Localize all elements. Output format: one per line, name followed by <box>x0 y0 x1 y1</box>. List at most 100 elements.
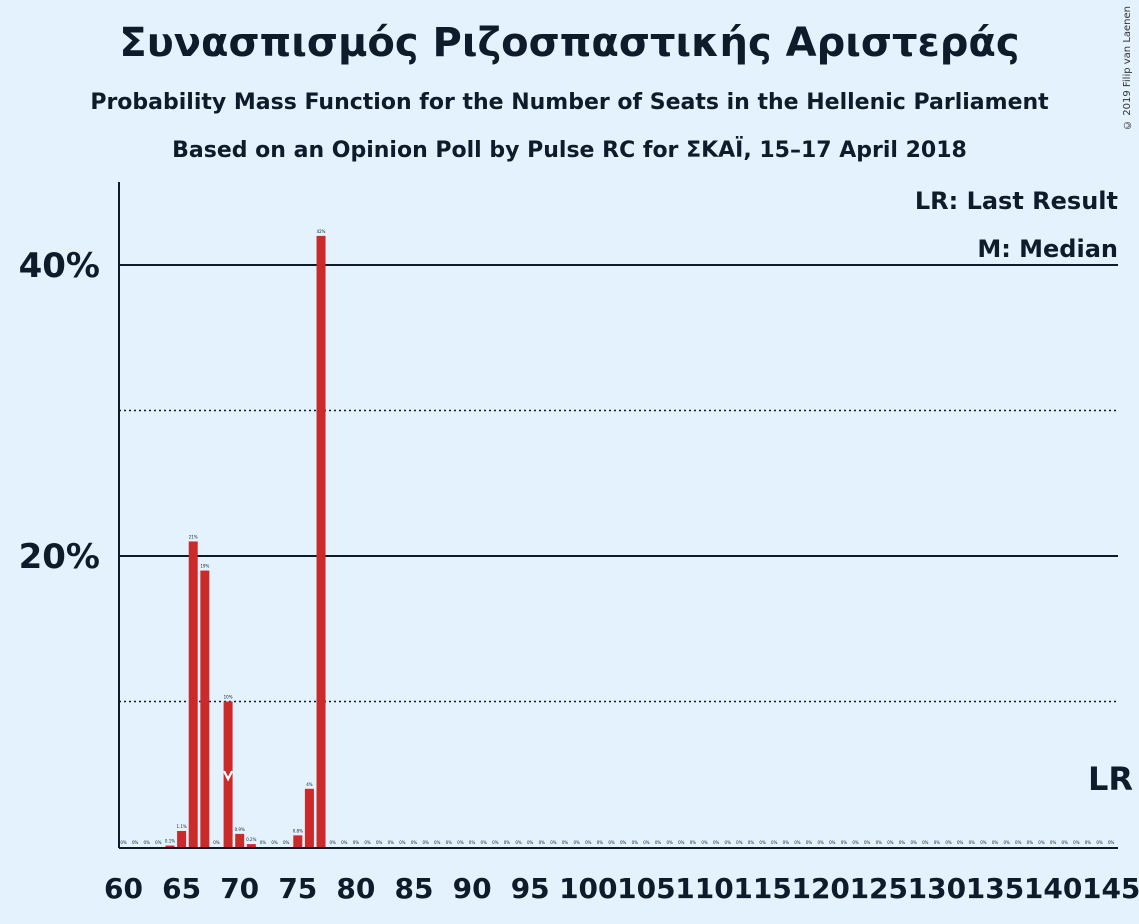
data-label-seat-98: 0% <box>562 840 569 845</box>
data-label-seat-110: 0% <box>701 840 708 845</box>
median-marker <box>223 770 234 782</box>
x-tick-label: 120 <box>791 872 849 905</box>
data-label-seat-75: 0.8% <box>293 828 303 833</box>
data-label-seat-102: 0% <box>608 840 615 845</box>
x-tick-label: 115 <box>733 872 791 905</box>
data-label-seat-72: 0% <box>260 840 267 845</box>
data-label-seat-108: 0% <box>678 840 685 845</box>
x-tick-label: 95 <box>511 872 550 905</box>
data-label-seat-141: 0% <box>1062 840 1069 845</box>
data-label-seat-68: 0% <box>213 840 220 845</box>
x-tick-labels: 60 65 70 75 80 85 90 95 100 105 110 115 120 125 130 135… <box>104 872 1139 905</box>
data-label-seat-90: 0% <box>469 840 476 845</box>
data-label-seat-91: 0% <box>481 840 488 845</box>
data-label-seat-131: 0% <box>945 840 952 845</box>
data-label-seat-124: 0% <box>864 840 871 845</box>
data-label-seat-85: 0% <box>411 840 418 845</box>
bar-seat-77 <box>316 235 326 847</box>
data-label-seat-134: 0% <box>980 840 987 845</box>
data-label-seat-103: 0% <box>620 840 627 845</box>
axes <box>118 182 1118 849</box>
data-label-seat-62: 0% <box>144 840 151 845</box>
data-label-seat-83: 0% <box>388 840 395 845</box>
data-label-seat-130: 0% <box>934 840 941 845</box>
data-label-seat-125: 0% <box>876 840 883 845</box>
last-result-marker: LR <box>1088 760 1133 798</box>
data-label-seat-88: 0% <box>446 840 453 845</box>
data-label-seat-94: 0% <box>515 840 522 845</box>
data-label-seat-74: 0% <box>283 840 290 845</box>
data-label-seat-65: 1.1% <box>177 824 187 829</box>
data-label-seat-96: 0% <box>539 840 546 845</box>
data-label-seat-119: 0% <box>806 840 813 845</box>
x-tick-label: 80 <box>336 872 375 905</box>
data-label-seat-81: 0% <box>364 840 371 845</box>
data-label-seat-107: 0% <box>666 840 673 845</box>
data-label-seat-61: 0% <box>132 840 139 845</box>
data-label-seat-89: 0% <box>457 840 464 845</box>
data-label-seat-139: 0% <box>1038 840 1045 845</box>
data-label-seat-111: 0% <box>713 840 720 845</box>
legend-last-result: LR: Last Result <box>915 187 1118 215</box>
x-tick-label: 135 <box>966 872 1024 905</box>
data-label-seat-104: 0% <box>632 840 639 845</box>
data-label-seat-70: 0.9% <box>235 827 245 832</box>
data-label-seat-97: 0% <box>550 840 557 845</box>
data-label-seat-60: 0% <box>120 840 127 845</box>
data-label-seat-122: 0% <box>841 840 848 845</box>
y-tick-label: 20% <box>19 537 100 577</box>
bar-seat-71 <box>246 844 256 847</box>
y-tick-labels: 20% 40% <box>19 246 100 577</box>
bar-seat-67 <box>200 570 210 847</box>
data-label-seat-95: 0% <box>527 840 534 845</box>
data-label-seat-86: 0% <box>422 840 429 845</box>
x-tick-label: 70 <box>220 872 259 905</box>
bars <box>165 235 326 847</box>
data-label-seat-77: 42% <box>317 229 326 234</box>
bar-seat-70 <box>235 833 245 847</box>
gridlines <box>119 264 1118 703</box>
data-label-seat-137: 0% <box>1015 840 1022 845</box>
data-label-seat-92: 0% <box>492 840 499 845</box>
x-tick-label: 110 <box>675 872 733 905</box>
data-label-seat-112: 0% <box>725 840 732 845</box>
bar-seat-76 <box>304 788 314 847</box>
data-label-seat-129: 0% <box>922 840 929 845</box>
x-tick-label: 100 <box>559 872 617 905</box>
data-label-seat-114: 0% <box>748 840 755 845</box>
data-label-seat-144: 0% <box>1096 840 1103 845</box>
bar-seat-75 <box>293 835 303 847</box>
data-label-seat-145: 0% <box>1108 840 1115 845</box>
data-label-seat-138: 0% <box>1027 840 1034 845</box>
data-label-seat-127: 0% <box>899 840 906 845</box>
bar-seat-64 <box>165 845 175 847</box>
x-tick-label: 60 <box>104 872 143 905</box>
x-tick-label: 65 <box>162 872 201 905</box>
chart-subtitle: Probability Mass Function for the Number… <box>90 90 1049 115</box>
data-label-seat-106: 0% <box>655 840 662 845</box>
bar-seat-66 <box>188 541 198 847</box>
data-label-seat-136: 0% <box>1003 840 1010 845</box>
data-label-seat-135: 0% <box>992 840 999 845</box>
data-label-seat-116: 0% <box>771 840 778 845</box>
data-label-seat-87: 0% <box>434 840 441 845</box>
x-tick-label: 105 <box>617 872 675 905</box>
data-label-seat-69: 10% <box>224 695 233 700</box>
data-label-seat-78: 0% <box>329 840 336 845</box>
data-label-seat-63: 0% <box>155 840 162 845</box>
x-tick-label: 75 <box>278 872 317 905</box>
data-label-seat-143: 0% <box>1085 840 1092 845</box>
data-label-seat-132: 0% <box>957 840 964 845</box>
data-label-seat-100: 0% <box>585 840 592 845</box>
data-label-seat-66: 21% <box>189 534 198 539</box>
x-tick-label: 125 <box>850 872 908 905</box>
data-label-seat-123: 0% <box>852 840 859 845</box>
data-label-seat-126: 0% <box>887 840 894 845</box>
data-label-seat-142: 0% <box>1073 840 1080 845</box>
data-label-seat-113: 0% <box>736 840 743 845</box>
data-label-seat-79: 0% <box>341 840 348 845</box>
x-tick-label: 145 <box>1082 872 1139 905</box>
data-label-seat-120: 0% <box>818 840 825 845</box>
data-label-seat-82: 0% <box>376 840 383 845</box>
